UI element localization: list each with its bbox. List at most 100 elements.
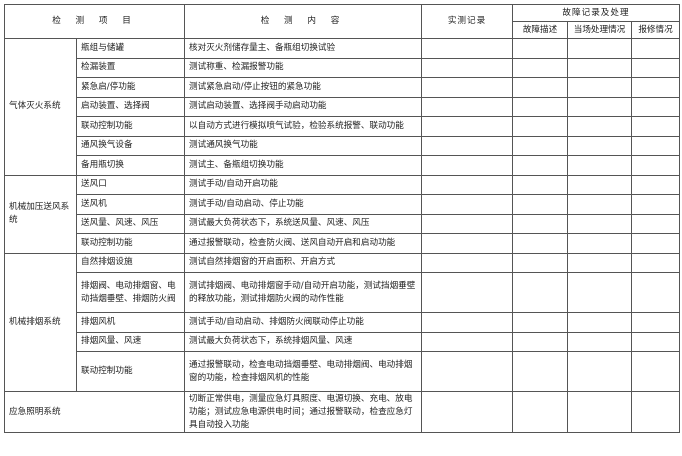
content-cell: 测试最大负荷状态下，系统排烟风量、风速 [184,331,423,352]
repair-cell[interactable] [631,331,681,352]
item-cell: 紧急启/停功能 [75,77,186,98]
item-cell: 送风口 [75,174,186,195]
repair-cell[interactable] [631,38,681,59]
header-onsite: 当场处理情况 [567,21,633,39]
onsite-cell[interactable] [567,77,633,98]
repair-cell[interactable] [631,116,681,137]
record-cell[interactable] [421,391,514,433]
header-fault-group: 故障记录及处理 [512,4,681,22]
item-cell: 检漏装置 [75,57,186,78]
table-row: 联动控制功能 通过报警联动，检查电动挡烟垂壁、电动排烟阀、电动排烟窗的功能，检查排… [5,351,681,392]
repair-cell[interactable] [631,213,681,234]
record-cell[interactable] [421,233,514,254]
onsite-cell[interactable] [567,194,633,215]
record-cell[interactable] [421,252,514,273]
repair-cell[interactable] [631,96,681,117]
onsite-cell[interactable] [567,213,633,234]
content-cell: 核对灭火剂储存量主、备瓶组切换试验 [184,38,423,59]
system-cell: 应急照明系统 [3,391,186,433]
table-row: 应急照明系统 切断正常供电，测量应急灯具照度、电源切换、充电、放电功能；测试应急电… [3,391,681,433]
record-cell[interactable] [421,38,514,59]
record-cell[interactable] [421,194,514,215]
fault-desc-cell[interactable] [512,213,569,234]
fault-desc-cell[interactable] [512,252,569,273]
system-cell: 气体灭火系统 [4,38,77,176]
system-cell: 机械加压送风系统 [4,174,77,254]
header-item: 检 测 项 目 [3,4,186,39]
onsite-cell[interactable] [567,351,633,392]
fault-desc-cell[interactable] [512,155,569,176]
record-cell[interactable] [421,213,514,234]
record-cell[interactable] [421,331,514,352]
repair-cell[interactable] [631,312,681,333]
fault-desc-cell[interactable] [512,57,569,78]
onsite-cell[interactable] [567,174,633,195]
table-row: 送风机 测试手动/自动启动、停止功能 [5,194,681,215]
onsite-cell[interactable] [567,135,633,156]
repair-cell[interactable] [631,155,681,176]
repair-cell[interactable] [631,233,681,254]
onsite-cell[interactable] [567,38,633,59]
onsite-cell[interactable] [567,233,633,254]
header-content: 检 测 内 容 [184,4,423,39]
record-cell[interactable] [421,174,514,195]
table-row: 排烟风量、风速 测试最大负荷状态下，系统排烟风量、风速 [5,331,681,352]
item-cell: 送风量、风速、风压 [75,213,186,234]
onsite-cell[interactable] [567,116,633,137]
fault-desc-cell[interactable] [512,194,569,215]
record-cell[interactable] [421,77,514,98]
onsite-cell[interactable] [567,252,633,273]
fault-desc-cell[interactable] [512,312,569,333]
onsite-cell[interactable] [567,272,633,313]
fault-desc-cell[interactable] [512,96,569,117]
onsite-cell[interactable] [567,312,633,333]
header-record: 实测记录 [421,4,514,39]
content-cell: 测试称重、检漏报警功能 [184,57,423,78]
fault-desc-cell[interactable] [512,351,569,392]
item-cell: 送风机 [75,194,186,215]
item-cell: 排烟风机 [75,312,186,333]
record-cell[interactable] [421,57,514,78]
record-cell[interactable] [421,312,514,333]
fault-desc-cell[interactable] [512,77,569,98]
repair-cell[interactable] [631,77,681,98]
record-cell[interactable] [421,96,514,117]
fault-desc-cell[interactable] [512,233,569,254]
repair-cell[interactable] [631,272,681,313]
content-cell: 测试紧急启动/停止按钮的紧急功能 [184,77,423,98]
repair-cell[interactable] [631,135,681,156]
onsite-cell[interactable] [567,391,633,433]
repair-cell[interactable] [631,194,681,215]
repair-cell[interactable] [631,174,681,195]
fault-desc-cell[interactable] [512,135,569,156]
table-row: 检漏装置 测试称重、检漏报警功能 [5,57,681,78]
onsite-cell[interactable] [567,57,633,78]
record-cell[interactable] [421,135,514,156]
fault-desc-cell[interactable] [512,116,569,137]
repair-cell[interactable] [631,351,681,392]
fault-desc-cell[interactable] [512,38,569,59]
record-cell[interactable] [421,351,514,392]
record-cell[interactable] [421,272,514,313]
repair-cell[interactable] [631,391,681,433]
fault-desc-cell[interactable] [512,174,569,195]
onsite-cell[interactable] [567,155,633,176]
table-row: 气体灭火系统 瓶组与储罐 核对灭火剂储存量主、备瓶组切换试验 [4,38,681,176]
repair-cell[interactable] [631,252,681,273]
table-row: 启动装置、选择阀 测试启动装置、选择阀手动启动功能 [5,96,681,117]
onsite-cell[interactable] [567,96,633,117]
item-cell: 联动控制功能 [75,116,186,137]
item-cell: 备用瓶切换 [75,155,186,176]
content-cell: 以自动方式进行模拟喷气试验，检验系统报警、联动功能 [184,116,423,137]
fault-desc-cell[interactable] [512,391,569,433]
table-row: 机械加压送风系统 送风口 测试手动/自动开启功能 [4,174,681,254]
item-cell: 联动控制功能 [75,351,186,392]
repair-cell[interactable] [631,57,681,78]
fault-desc-cell[interactable] [512,331,569,352]
item-cell: 启动装置、选择阀 [75,96,186,117]
record-cell[interactable] [421,155,514,176]
onsite-cell[interactable] [567,331,633,352]
fault-desc-cell[interactable] [512,272,569,313]
inspection-table: 检 测 项 目 检 测 内 容 实测记录 故障记录及处理 故障描述 当场处理情况… [3,4,681,433]
record-cell[interactable] [421,116,514,137]
